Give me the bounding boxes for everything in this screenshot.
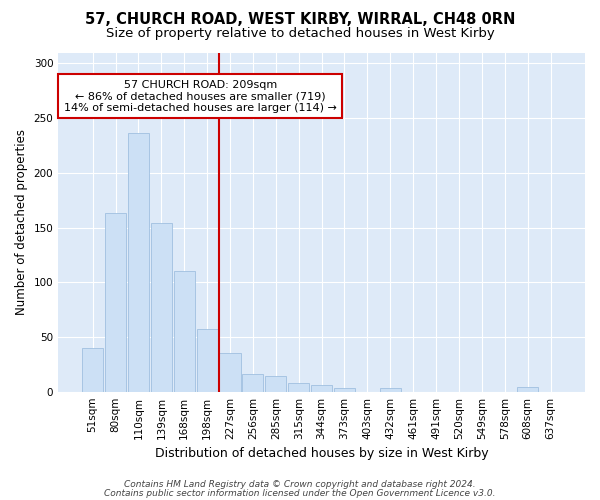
Bar	[197, 330, 218, 392]
X-axis label: Distribution of detached houses by size in West Kirby: Distribution of detached houses by size …	[155, 447, 488, 460]
Bar	[334, 388, 355, 392]
Bar	[242, 374, 263, 392]
Bar	[220, 354, 241, 392]
Y-axis label: Number of detached properties: Number of detached properties	[15, 129, 28, 315]
Bar	[265, 376, 286, 392]
Bar	[380, 388, 401, 392]
Bar	[517, 388, 538, 392]
Bar	[82, 348, 103, 392]
Bar	[128, 134, 149, 392]
Bar	[311, 385, 332, 392]
Text: 57 CHURCH ROAD: 209sqm
← 86% of detached houses are smaller (719)
14% of semi-de: 57 CHURCH ROAD: 209sqm ← 86% of detached…	[64, 80, 337, 113]
Bar	[105, 214, 126, 392]
Bar	[288, 383, 309, 392]
Text: Contains HM Land Registry data © Crown copyright and database right 2024.: Contains HM Land Registry data © Crown c…	[124, 480, 476, 489]
Text: 57, CHURCH ROAD, WEST KIRBY, WIRRAL, CH48 0RN: 57, CHURCH ROAD, WEST KIRBY, WIRRAL, CH4…	[85, 12, 515, 28]
Text: Size of property relative to detached houses in West Kirby: Size of property relative to detached ho…	[106, 28, 494, 40]
Bar	[173, 272, 195, 392]
Bar	[151, 223, 172, 392]
Text: Contains public sector information licensed under the Open Government Licence v3: Contains public sector information licen…	[104, 489, 496, 498]
